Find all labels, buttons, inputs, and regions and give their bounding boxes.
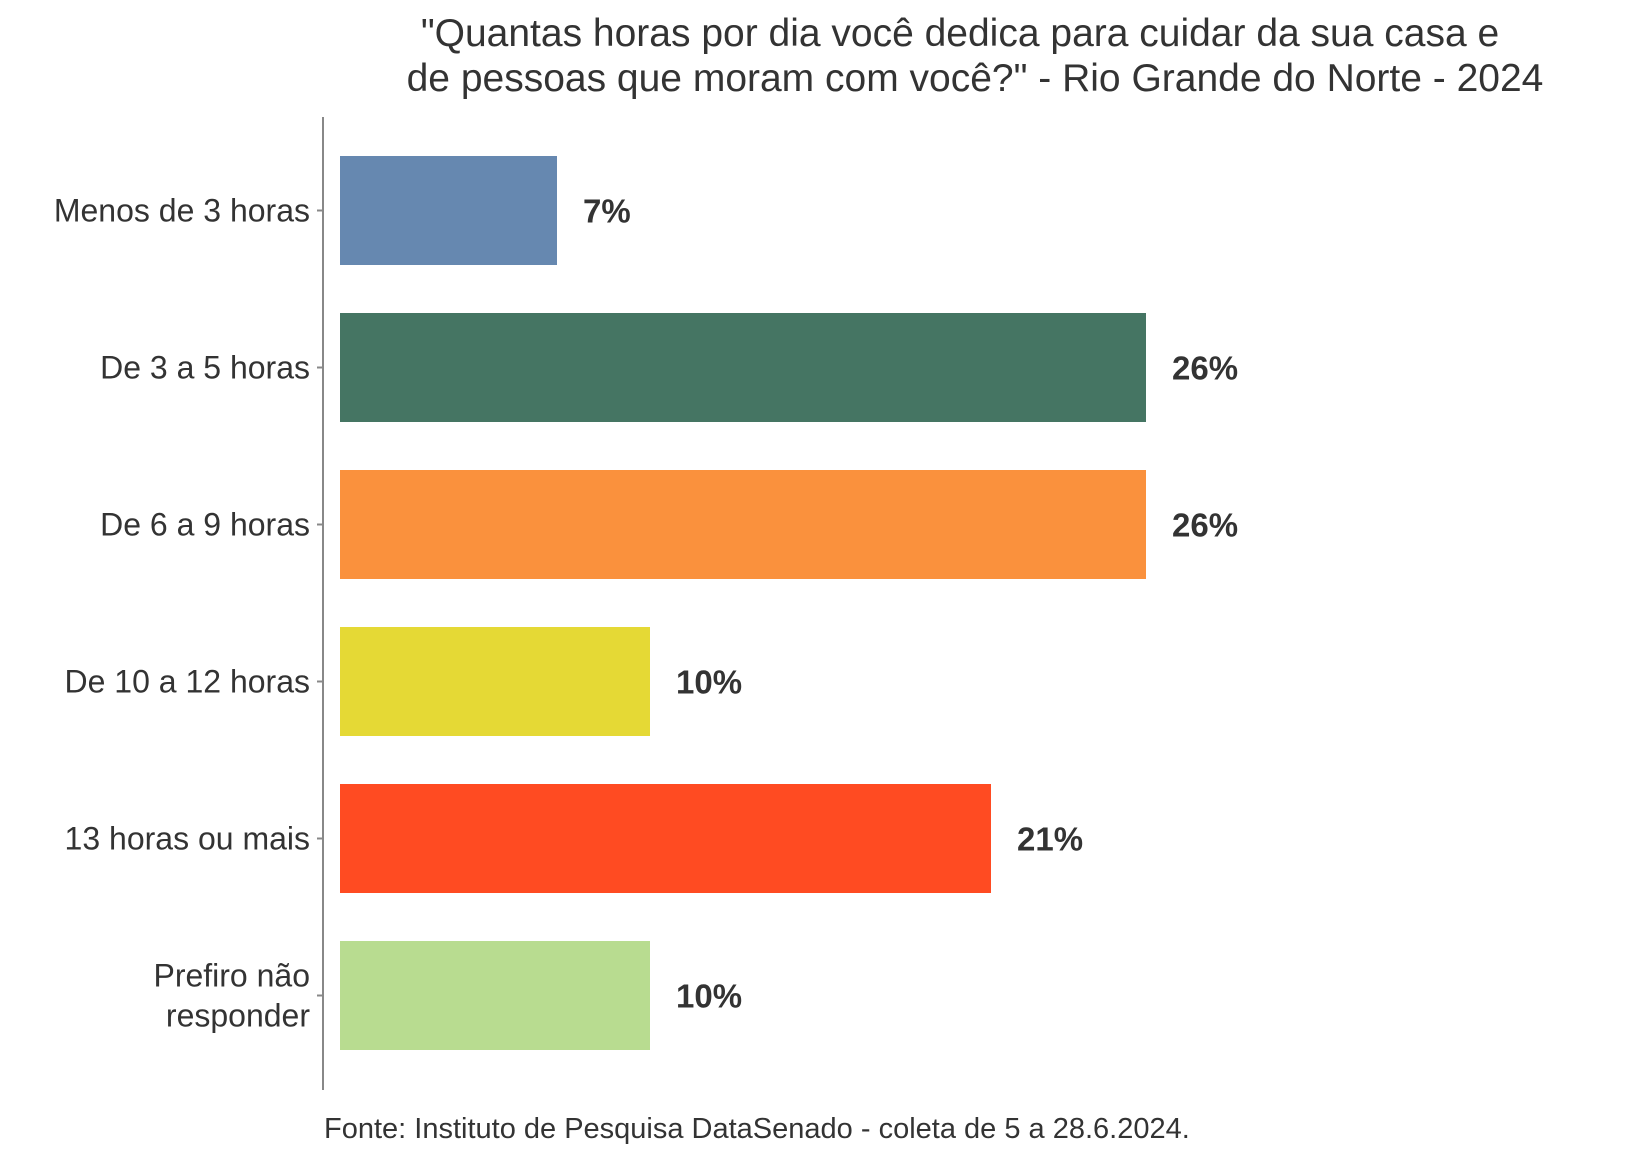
bar [340,470,1146,579]
data-label: 10% [676,664,742,701]
category-label: Prefiro não [153,958,310,994]
data-label: 26% [1172,350,1238,387]
data-label: 26% [1172,507,1238,544]
category-label: Menos de 3 horas [54,193,310,229]
category-label: 13 horas ou mais [65,821,310,857]
bar [340,156,557,265]
category-label: De 3 a 5 horas [100,350,310,386]
data-label: 21% [1017,821,1083,858]
data-label: 7% [583,193,631,230]
chart-title-line-2: de pessoas que moram com você?" - Rio Gr… [407,57,1544,100]
bar [340,784,991,893]
bar [340,627,650,736]
category-label: responder [166,998,310,1034]
data-label: 10% [676,978,742,1015]
chart-source: Fonte: Instituto de Pesquisa DataSenado … [324,1113,1190,1145]
category-label: De 10 a 12 horas [65,664,311,700]
bar [340,941,650,1050]
bar [340,313,1146,422]
chart-title-line-1: "Quantas horas por dia você dedica para … [421,12,1499,55]
category-label: De 6 a 9 horas [100,507,310,543]
